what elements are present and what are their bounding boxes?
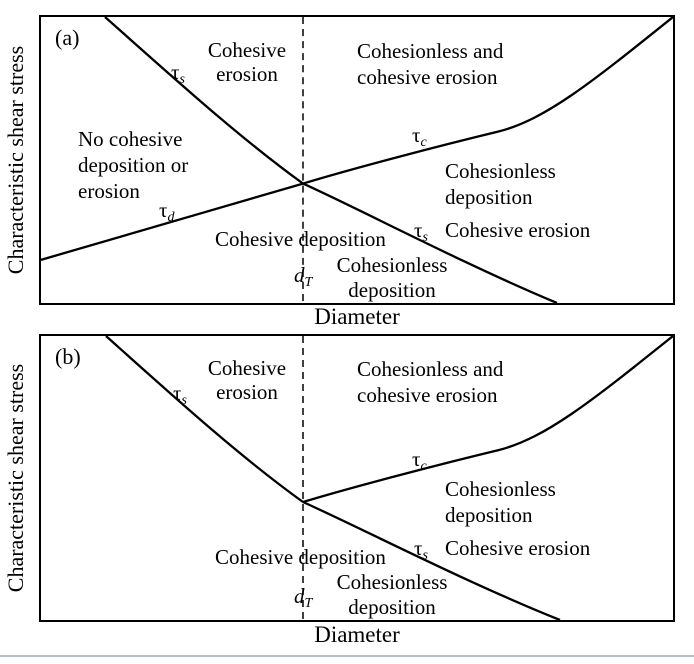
- panel-a-x-axis-label: Diameter: [314, 304, 400, 329]
- region-cohesionless-deposition-bottom: Cohesionless deposition: [336, 253, 448, 302]
- region-no-cohesive-deposition-or-erosion: No cohesive deposition or erosion: [78, 127, 189, 203]
- tau-d-line: [41, 182, 304, 261]
- panel-b-tag: (b): [55, 344, 81, 369]
- tau-d-label: τd: [159, 198, 175, 225]
- panel-a-tag: (a): [55, 25, 80, 50]
- tau-s-upper-curve: [105, 336, 304, 503]
- tau-s-upper-label: τs: [173, 381, 187, 408]
- region-cohesive-erosion-right: Cohesive erosion: [445, 218, 591, 242]
- panel-b-x-axis-label: Diameter: [314, 622, 400, 647]
- threshold-diameter-label: dT: [294, 584, 313, 611]
- panel-b-y-axis-label: Characteristic shear stress: [3, 363, 28, 593]
- region-cohesive-deposition: Cohesive deposition: [215, 545, 386, 569]
- panel-b-curves: [105, 336, 673, 620]
- tau-c-label: τc: [412, 447, 427, 474]
- tau-s-lower-curve: [302, 182, 558, 303]
- tau-s-upper-label: τs: [171, 60, 185, 87]
- tau-s-lower-label: τs: [414, 536, 428, 563]
- panel-a-y-axis-label: Characteristic shear stress: [3, 45, 28, 275]
- tau-c-curve: [302, 17, 673, 185]
- region-cohesive-deposition: Cohesive deposition: [215, 227, 386, 251]
- tau-s-lower-curve: [302, 500, 561, 620]
- panel-a-curves: [41, 17, 673, 303]
- region-cohesionless-deposition-right: Cohesionless deposition: [445, 159, 556, 209]
- region-cohesionless-deposition-right: Cohesionless deposition: [445, 477, 556, 527]
- panel-b: (b) τs Cohesive erosion Cohesionless and…: [39, 334, 675, 622]
- region-cohesionless-and-cohesive-erosion: Cohesionless and cohesive erosion: [357, 39, 504, 89]
- region-cohesive-erosion-right: Cohesive erosion: [445, 536, 591, 560]
- region-cohesionless-and-cohesive-erosion: Cohesionless and cohesive erosion: [357, 357, 504, 407]
- tau-s-upper-curve: [104, 17, 304, 185]
- region-cohesive-erosion-top: Cohesive erosion: [207, 356, 287, 404]
- tau-c-label: τc: [412, 123, 427, 150]
- threshold-diameter-label: dT: [294, 263, 313, 290]
- bottom-separator-line: [0, 655, 694, 657]
- tau-c-curve: [302, 336, 673, 504]
- region-cohesionless-deposition-bottom: Cohesionless deposition: [336, 570, 448, 619]
- panel-a: (a) τs Cohesive erosion Cohesionless and…: [39, 15, 675, 305]
- region-cohesive-erosion-top: Cohesive erosion: [207, 38, 287, 86]
- tau-s-lower-label: τs: [414, 218, 428, 245]
